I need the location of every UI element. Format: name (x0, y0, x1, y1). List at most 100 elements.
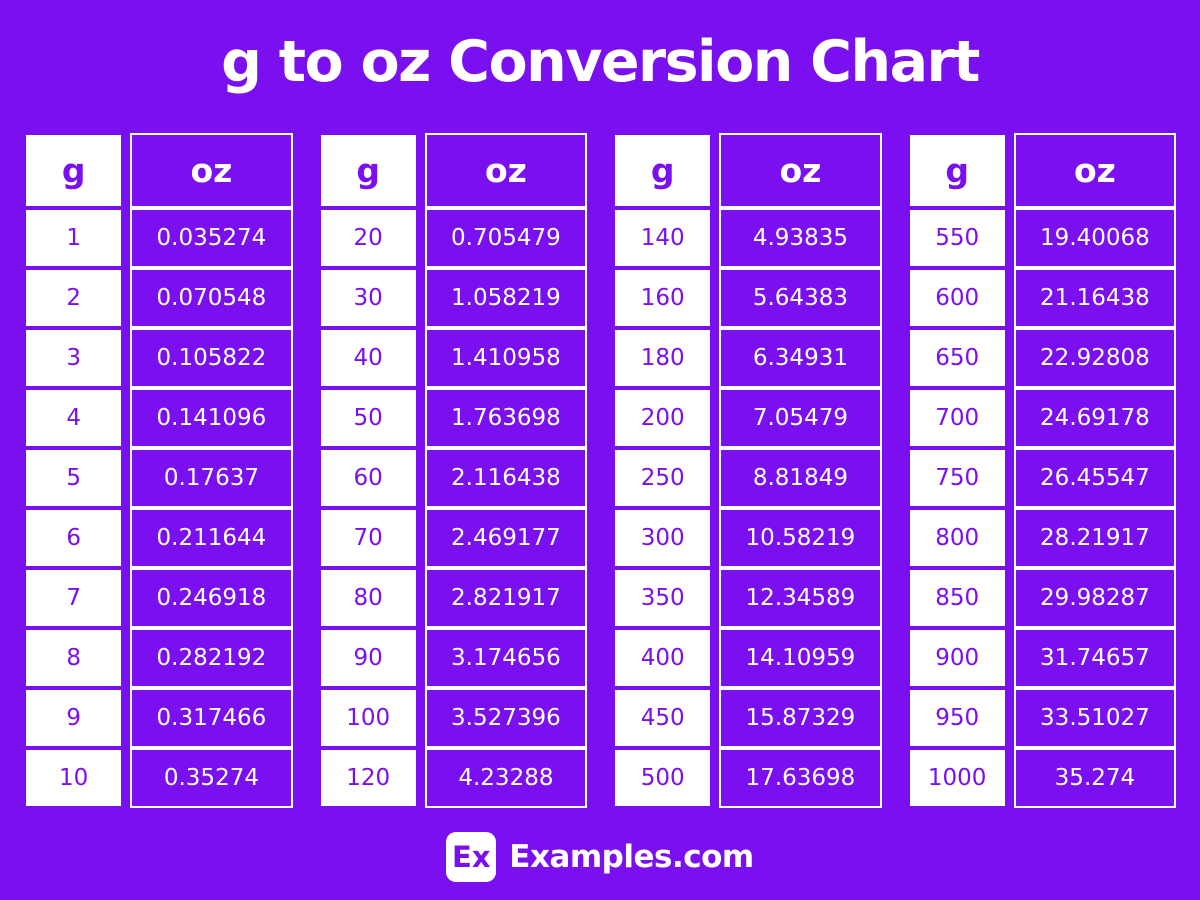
oz-column: oz 0.035274 0.070548 0.105822 0.141096 0.176… (130, 133, 293, 808)
g-value-cell: 850 (907, 568, 1007, 628)
oz-column: oz 0.705479 1.058219 1.410958 1.763698 2.116… (424, 133, 587, 808)
g-value-cell: 7 (24, 568, 124, 628)
g-value-cell: 900 (907, 628, 1007, 688)
oz-value-cell: 28.21917 (1013, 508, 1176, 568)
g-value-cell: 600 (907, 268, 1007, 328)
g-value-cell: 90 (318, 628, 418, 688)
g-value-cell: 40 (318, 328, 418, 388)
oz-value-cell: 22.92808 (1013, 328, 1176, 388)
oz-value-cell: 0.17637 (130, 448, 293, 508)
oz-value-cell: 0.070548 (130, 268, 293, 328)
g-value-cell: 10 (24, 748, 124, 808)
oz-value-cell: 1.058219 (424, 268, 587, 328)
g-value-cell: 4 (24, 388, 124, 448)
oz-value-cell: 14.10959 (719, 628, 882, 688)
oz-value-cell: 8.81849 (719, 448, 882, 508)
conversion-tables: g 1 2 3 4 5 6 7 8 9 10 oz 0.035274 0.070548 0.10582… (24, 133, 1176, 808)
examples-logo: Ex (446, 832, 497, 882)
g-column: g 550 600 650 700 750 800 850 900 950 1000 (907, 133, 1007, 808)
oz-column: oz 19.40068 21.16438 22.92808 24.69178 26.45… (1013, 133, 1176, 808)
g-value-cell: 100 (318, 688, 418, 748)
g-value-cell: 80 (318, 568, 418, 628)
g-value-cell: 50 (318, 388, 418, 448)
g-column-header: g (907, 133, 1007, 208)
g-value-cell: 60 (318, 448, 418, 508)
oz-value-cell: 7.05479 (719, 388, 882, 448)
examples-logo-text: Ex (452, 840, 491, 874)
g-value-cell: 400 (613, 628, 713, 688)
oz-value-cell: 1.410958 (424, 328, 587, 388)
oz-value-cell: 0.282192 (130, 628, 293, 688)
oz-value-cell: 2.469177 (424, 508, 587, 568)
g-value-cell: 250 (613, 448, 713, 508)
g-column-header: g (613, 133, 713, 208)
footer-brand: Ex Examples.com (0, 832, 1200, 882)
oz-value-cell: 0.141096 (130, 388, 293, 448)
g-value-cell: 120 (318, 748, 418, 808)
oz-value-cell: 15.87329 (719, 688, 882, 748)
oz-column: oz 4.93835 5.64383 6.34931 7.05479 8.81849 10… (719, 133, 882, 808)
oz-value-cell: 0.705479 (424, 208, 587, 268)
oz-value-cell: 2.116438 (424, 448, 587, 508)
g-value-cell: 800 (907, 508, 1007, 568)
g-value-cell: 300 (613, 508, 713, 568)
oz-column-header: oz (130, 133, 293, 208)
oz-value-cell: 6.34931 (719, 328, 882, 388)
g-value-cell: 70 (318, 508, 418, 568)
g-value-cell: 3 (24, 328, 124, 388)
g-value-cell: 8 (24, 628, 124, 688)
oz-value-cell: 4.93835 (719, 208, 882, 268)
oz-value-cell: 10.58219 (719, 508, 882, 568)
conversion-table: g 550 600 650 700 750 800 850 900 950 1000 oz 19.… (907, 133, 1176, 808)
g-value-cell: 9 (24, 688, 124, 748)
g-value-cell: 350 (613, 568, 713, 628)
g-column: g 140 160 180 200 250 300 350 400 450 500 (613, 133, 713, 808)
oz-value-cell: 35.274 (1013, 748, 1176, 808)
oz-column-header: oz (424, 133, 587, 208)
g-column: g 1 2 3 4 5 6 7 8 9 10 (24, 133, 124, 808)
oz-value-cell: 0.317466 (130, 688, 293, 748)
g-value-cell: 700 (907, 388, 1007, 448)
g-column-header: g (318, 133, 418, 208)
oz-value-cell: 21.16438 (1013, 268, 1176, 328)
oz-value-cell: 31.74657 (1013, 628, 1176, 688)
oz-value-cell: 29.98287 (1013, 568, 1176, 628)
oz-value-cell: 0.211644 (130, 508, 293, 568)
g-value-cell: 20 (318, 208, 418, 268)
oz-column-header: oz (1013, 133, 1176, 208)
g-value-cell: 160 (613, 268, 713, 328)
oz-value-cell: 4.23288 (424, 748, 587, 808)
g-value-cell: 140 (613, 208, 713, 268)
g-value-cell: 30 (318, 268, 418, 328)
g-value-cell: 5 (24, 448, 124, 508)
oz-value-cell: 1.763698 (424, 388, 587, 448)
g-value-cell: 180 (613, 328, 713, 388)
g-value-cell: 450 (613, 688, 713, 748)
oz-value-cell: 3.527396 (424, 688, 587, 748)
g-value-cell: 200 (613, 388, 713, 448)
oz-value-cell: 0.035274 (130, 208, 293, 268)
g-value-cell: 2 (24, 268, 124, 328)
g-column: g 20 30 40 50 60 70 80 90 100 120 (318, 133, 418, 808)
g-value-cell: 650 (907, 328, 1007, 388)
oz-value-cell: 5.64383 (719, 268, 882, 328)
oz-value-cell: 0.246918 (130, 568, 293, 628)
brand-name: Examples.com (509, 839, 754, 875)
g-value-cell: 500 (613, 748, 713, 808)
oz-value-cell: 33.51027 (1013, 688, 1176, 748)
page-title: g to oz Conversion Chart (221, 29, 980, 95)
g-value-cell: 550 (907, 208, 1007, 268)
oz-value-cell: 0.35274 (130, 748, 293, 808)
oz-value-cell: 19.40068 (1013, 208, 1176, 268)
conversion-table: g 1 2 3 4 5 6 7 8 9 10 oz 0.035274 0.070548 0.10582… (24, 133, 293, 808)
oz-value-cell: 17.63698 (719, 748, 882, 808)
g-value-cell: 950 (907, 688, 1007, 748)
conversion-table: g 20 30 40 50 60 70 80 90 100 120 oz 0.705479 1.05… (318, 133, 587, 808)
oz-value-cell: 3.174656 (424, 628, 587, 688)
oz-value-cell: 24.69178 (1013, 388, 1176, 448)
g-value-cell: 1000 (907, 748, 1007, 808)
oz-value-cell: 2.821917 (424, 568, 587, 628)
g-value-cell: 750 (907, 448, 1007, 508)
g-value-cell: 6 (24, 508, 124, 568)
